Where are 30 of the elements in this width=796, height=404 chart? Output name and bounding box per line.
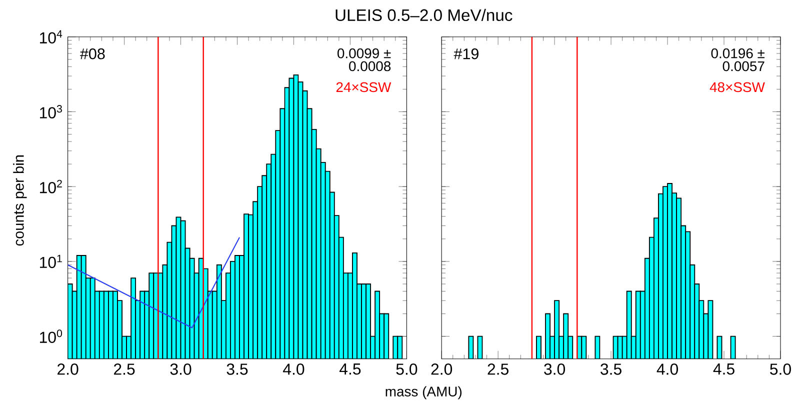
x-tick-label: 3.0 [170, 364, 192, 375]
y-tick-label: 10$^{3}$ [40, 105, 62, 119]
annotation: #08 [80, 48, 105, 60]
annotation: 48×SSW [710, 82, 765, 92]
y-tick-label: 10$^{0}$ [40, 330, 62, 344]
x-tick-label: 4.5 [340, 364, 361, 375]
x-tick-label: 2.0 [431, 364, 452, 375]
x-tick-label: 3.0 [544, 364, 566, 375]
x-tick-label: 4.5 [713, 364, 734, 375]
x-tick-label: 5.0 [770, 364, 791, 375]
x-tick-label: 2.0 [58, 364, 78, 375]
x-tick-label: 3.5 [226, 364, 248, 375]
x-tick-label: 2.5 [488, 364, 508, 375]
x-tick-label: 5.0 [396, 364, 418, 375]
x-tick-label: 4.0 [656, 364, 678, 375]
annotation: #19 [454, 48, 478, 60]
annotation: 0.0008 [349, 61, 391, 72]
chart-title: ULEIS 0.5–2.0 MeV/nuc [336, 9, 512, 22]
annotation: 0.0099 ± [338, 48, 391, 58]
y-tick-label: 10$^{2}$ [40, 180, 62, 194]
annotation: 0.0196 ± [711, 48, 765, 58]
y-tick-label: 10$^{1}$ [40, 254, 62, 268]
y-tick-label: 10$^{4}$ [40, 30, 62, 44]
annotation: 24×SSW [336, 82, 392, 92]
x-tick-label: 3.5 [600, 364, 622, 375]
x-axis-title: mass (AMU) [386, 386, 462, 400]
y-axis-title: counts per bin [13, 156, 27, 246]
x-tick-label: 4.0 [283, 364, 304, 375]
annotation: 0.0057 [722, 61, 764, 72]
x-tick-label: 2.5 [114, 364, 135, 375]
